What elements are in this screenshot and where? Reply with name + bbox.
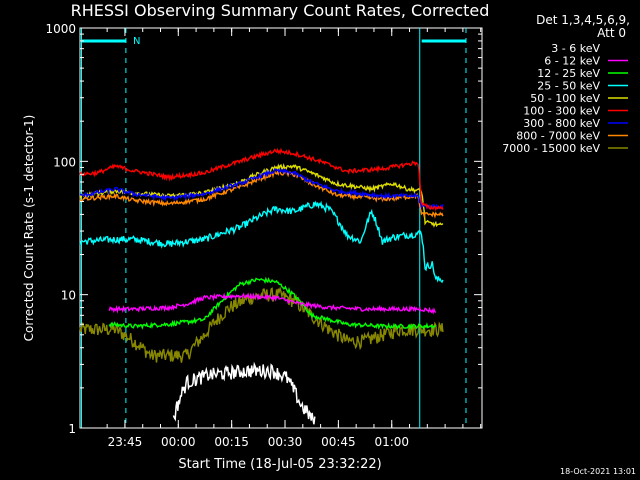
legend-label: 50 - 100 keV [530,92,600,105]
legend-label: 7000 - 15000 keV [502,142,600,155]
night-annotation: N [133,36,140,47]
plot-area: N [79,27,483,429]
x-axis-label: Start Time (18-Jul-05 23:32:22) [178,457,381,472]
series-line [108,292,437,315]
x-tick-label: 00:15 [214,435,249,449]
series-line [79,169,444,219]
legend-label: 100 - 300 keV [523,105,600,118]
y-axis-label-text: Corrected Count Rate (s-1 detector-1) [22,115,36,342]
x-tick-label: 00:30 [268,435,303,449]
series-3-6keV [172,361,316,425]
legend-label: 12 - 25 keV [537,67,600,80]
legend-label: 800 - 7000 keV [516,130,600,143]
x-tick-label: 00:45 [321,435,356,449]
series-layer [79,147,444,425]
y-axis-label: Corrected Count Rate (s-1 detector-1) [22,115,36,342]
series-100-300keV [79,147,444,212]
series-line [79,286,444,363]
x-tick-label: 23:45 [108,435,143,449]
x-axis: 23:45 00:00 00:15 00:30 00:45 01:00 [106,28,482,449]
legend-label: 300 - 800 keV [523,117,600,130]
series-7000-15000keV [79,286,444,363]
y-axis: 1 10 100 1000 [45,22,482,436]
x-tick-label: 01:00 [374,435,409,449]
legend-label: 6 - 12 keV [544,55,600,68]
y-tick-label: 10 [61,289,76,303]
y-tick-label: 100 [53,155,76,169]
series-800-7000keV [79,169,444,219]
series-12-25keV [108,276,437,331]
y-tick-label: 1 [68,422,76,436]
series-line [79,167,444,211]
legend-header-line-1: Det 1,3,4,5,6,9, [536,13,630,27]
orbit-markers [81,28,467,428]
plot-frame [79,27,483,429]
legend-header-line-2: Att 0 [597,26,626,40]
footer-date: 18-Oct-2021 13:01 [560,467,636,476]
series-6-12keV [108,292,437,315]
y-tick-label: 1000 [45,22,76,36]
chart-title: RHESSI Observing Summary Count Rates, Co… [71,1,490,20]
series-25-50keV [79,200,444,284]
series-line [172,361,316,425]
legend-label: 3 - 6 keV [551,42,600,55]
series-line [79,147,444,212]
legend-label: 25 - 50 keV [537,80,600,93]
series-line [108,276,437,331]
series-line [79,200,444,284]
series-300-800keV [79,167,444,211]
x-tick-label: 00:00 [161,435,196,449]
